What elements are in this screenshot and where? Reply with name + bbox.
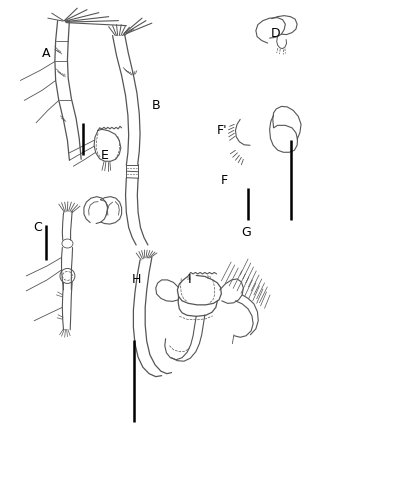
Text: F': F' <box>217 124 228 137</box>
Text: C: C <box>33 221 43 234</box>
Text: D: D <box>271 26 281 40</box>
Text: b: b <box>207 276 211 280</box>
Text: H: H <box>132 274 141 286</box>
Text: G: G <box>241 226 251 239</box>
Text: F: F <box>221 174 228 186</box>
Text: E: E <box>101 149 109 162</box>
Text: B: B <box>151 99 160 112</box>
Text: A: A <box>42 46 50 60</box>
Text: I: I <box>187 274 191 286</box>
Text: a: a <box>187 276 191 281</box>
